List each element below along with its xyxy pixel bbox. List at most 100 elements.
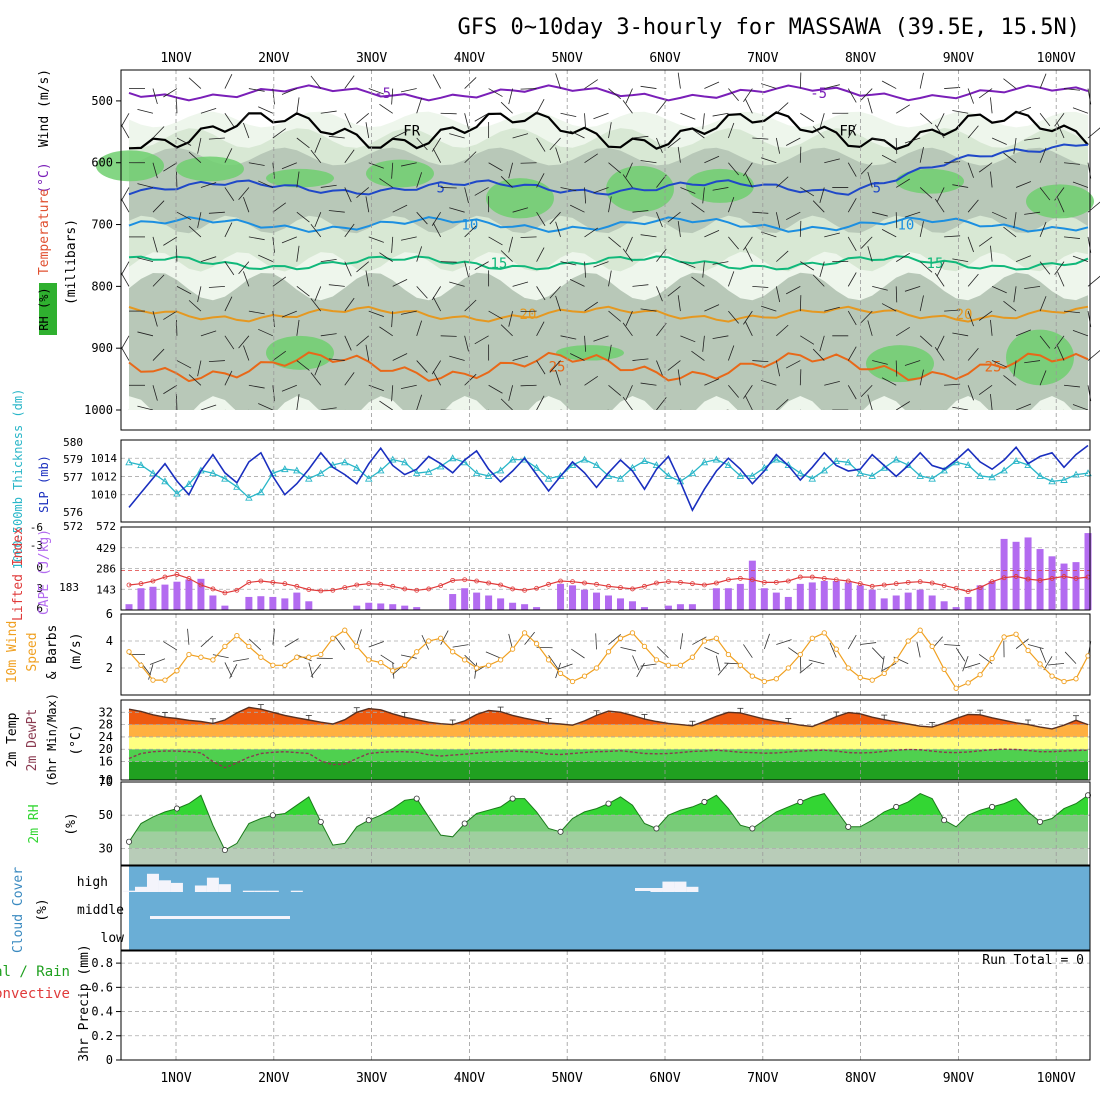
y-tick-label-pressure: 500 [91,94,113,108]
precip-tick-label: 0.8 [91,956,113,970]
y-tick-label-pressure: 700 [91,218,113,232]
wind10-point [618,636,622,640]
precip-tick-label: 0.4 [91,1005,113,1019]
cape-tick-label: 286 [96,563,116,576]
cloud-high-bar [123,891,135,892]
isotherm-label: 5 [437,180,445,196]
cape-bar [797,584,804,610]
cape-bar [617,598,624,610]
thickness-tick-label: 577 [63,471,83,484]
wind10-point [822,631,826,635]
precip-tick-label: 0.6 [91,980,113,994]
date-label-bottom: 4NOV [454,1071,485,1086]
wind10-barb [188,629,189,645]
wind10-point [175,669,179,673]
temperature-tick-label: 28 [99,718,113,732]
wind10-point [858,675,862,679]
cape-bar [713,588,720,610]
wind10-point [906,639,910,643]
rh2m-band [121,848,1090,865]
y-tick-label-pressure: 900 [91,341,113,355]
cloud-high-bar [171,883,183,892]
wind10-point [259,655,263,659]
wind10-barb [571,649,584,658]
temp-unit-label: (°C) [69,724,84,755]
date-label-bottom: 5NOV [552,1071,583,1086]
cape-bar [749,561,756,610]
wind10-point [295,655,299,659]
wind10-point [1050,674,1054,678]
wind-barb [176,246,177,262]
wind10-tick-label: 4 [106,634,113,648]
cape-bar [461,588,468,610]
wind10-barb [453,645,469,648]
wind10-point [894,658,898,662]
cape-tick-label: 183 [59,581,79,594]
wind10-point [1014,632,1018,636]
wind10-tick-label: 2 [106,661,113,675]
rh2m-point [1037,819,1042,824]
dewpt2m-label: 2m DewPt [25,709,40,772]
wind10-point [990,656,994,660]
wind10-barb [620,647,636,651]
rh2m-point [414,796,419,801]
wind10-point [786,666,790,670]
date-label-bottom: 3NOV [356,1071,387,1086]
rh2m-point [510,796,515,801]
temperature-tick-label: 32 [99,705,113,719]
wind10-point [882,671,886,675]
minmax-label: (6hr Min/Max) [45,693,59,787]
wind10-point [403,663,407,667]
wind10-point [271,663,275,667]
date-label-top: 4NOV [454,51,485,66]
slp-tick-label: 1010 [91,489,118,502]
wind10-point [738,663,742,667]
wind10-barb [860,643,876,645]
date-label-top: 8NOV [845,51,876,66]
cape-bar [245,597,252,610]
wind10-barb [764,634,769,649]
wind10-barb [486,652,501,658]
rh-axis-label: RH (%) [37,287,51,330]
wind10-barb [1065,652,1076,664]
wind-barb [176,394,177,410]
isotherm-label: 10 [461,218,478,234]
rh2m-point [462,821,467,826]
cape-bar [185,580,192,610]
cape-bar [881,598,888,610]
cape-bar [449,594,456,610]
cape-bar [281,598,288,610]
chart-title: GFS 0~10day 3-hourly for MASSAWA (39.5E,… [457,15,1080,40]
wind-barb [441,336,457,337]
wind10-point [558,671,562,675]
wind10-barb [809,660,825,664]
rh2m-point [798,799,803,804]
isotherm-label: 25 [985,360,1002,376]
wind-barb [441,187,457,188]
temperature-tick-label: 24 [99,730,113,744]
wind-barb [521,385,537,386]
wind-barb [441,262,457,263]
cape-bar [905,593,912,610]
wind10-point [283,663,287,667]
wind10-point [594,666,598,670]
cape-bar [677,604,684,610]
wind10-barb [1028,645,1043,649]
wind10-point [846,666,850,670]
cape-bar [401,606,408,610]
cape-bar [689,604,696,610]
wind10-barb [311,664,321,677]
rh2m-tick-label: 50 [99,808,113,822]
upper-air-bottom-strip [121,410,1090,430]
wind10-barb [596,633,597,649]
wind10-barb [163,642,177,650]
cloud-high-bar [135,887,147,892]
wind10-barb [743,644,752,657]
run-total-label: Run Total = 0 [982,953,1084,968]
date-label-bottom: 7NOV [747,1071,778,1086]
wind10-barb [956,648,965,661]
date-label-top: 6NOV [649,51,680,66]
rh2m-point [174,806,179,811]
cape-bar [833,581,840,610]
